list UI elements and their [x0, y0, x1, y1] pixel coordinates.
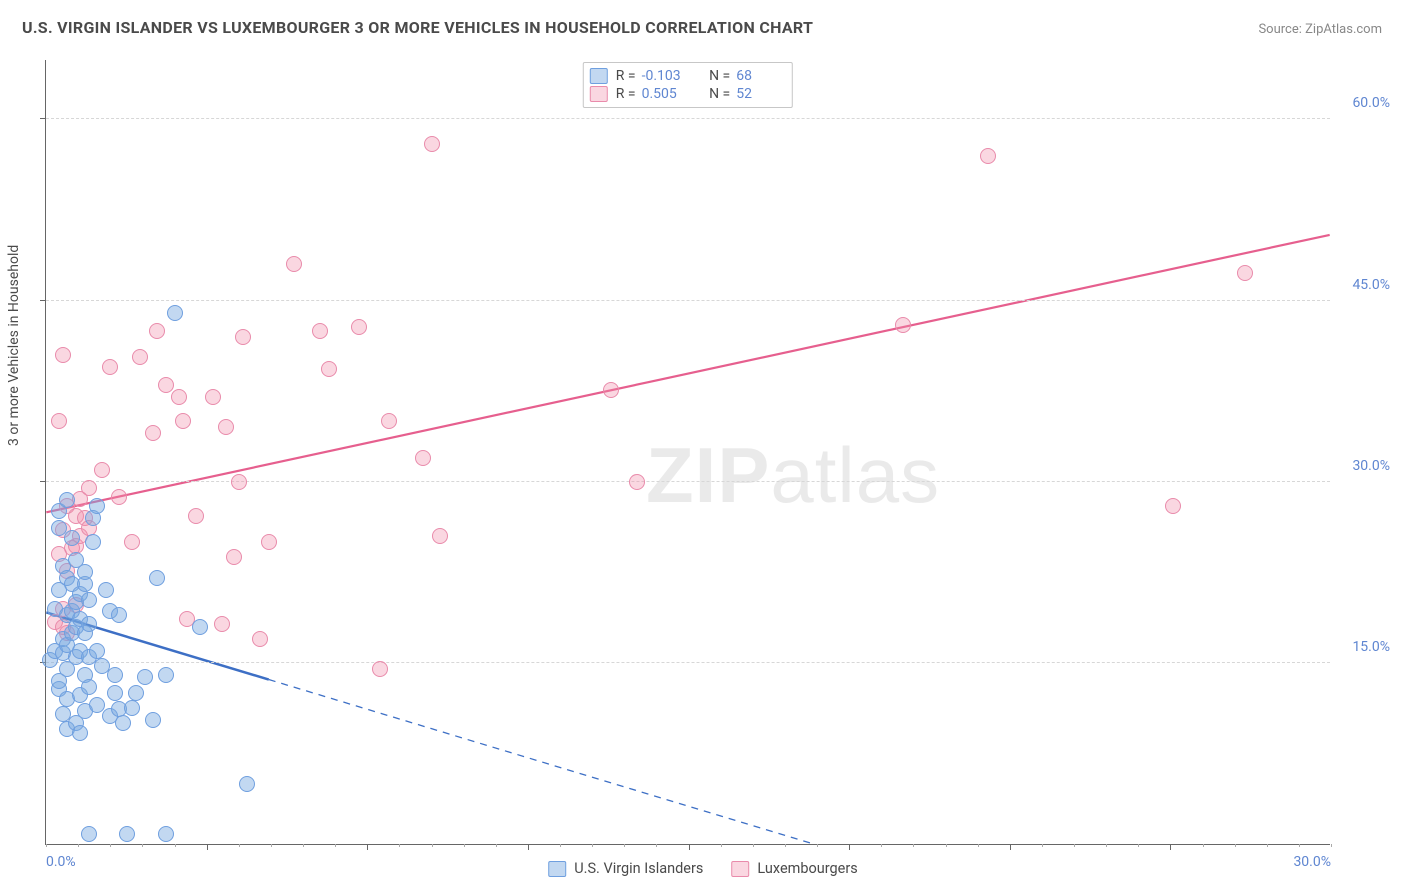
legend-swatch-icon [548, 861, 566, 877]
data-point-series1 [107, 667, 123, 683]
data-point-series2 [171, 389, 187, 405]
data-point-series1 [149, 570, 165, 586]
data-point-series2 [980, 148, 996, 164]
data-point-series2 [226, 549, 242, 565]
gridline [46, 662, 1330, 663]
data-point-series2 [381, 413, 397, 429]
y-tick-label: 30.0% [1335, 458, 1390, 474]
data-point-series1 [124, 700, 140, 716]
data-point-series1 [89, 498, 105, 514]
data-point-series1 [158, 826, 174, 842]
series-legend: U.S. Virgin Islanders Luxembourgers [548, 853, 858, 884]
source-label: Source: [1258, 22, 1301, 37]
series-legend-label: U.S. Virgin Islanders [574, 860, 703, 877]
chart-title: U.S. VIRGIN ISLANDER VS LUXEMBOURGER 3 O… [22, 18, 813, 37]
data-point-series2 [145, 425, 161, 441]
data-point-series1 [111, 607, 127, 623]
watermark: ZIPatlas [646, 430, 940, 521]
data-point-series2 [629, 474, 645, 490]
plot-area: R = -0.103 N = 68R = 0.505 N = 52 ZIPatl… [45, 60, 1330, 845]
y-axis-label: 3 or more Vehicles in Household [6, 245, 22, 446]
data-point-series2 [51, 413, 67, 429]
data-point-series1 [167, 305, 183, 321]
data-point-series2 [372, 661, 388, 677]
data-point-series2 [55, 347, 71, 363]
data-point-series1 [158, 667, 174, 683]
y-tick-label: 60.0% [1335, 95, 1390, 111]
legend-swatch-icon [731, 861, 749, 877]
data-point-series1 [59, 492, 75, 508]
data-point-series2 [231, 474, 247, 490]
stat-legend-row: R = -0.103 N = 68 [590, 67, 786, 85]
data-point-series1 [115, 715, 131, 731]
data-point-series2 [261, 534, 277, 550]
data-point-series2 [235, 329, 251, 345]
data-point-series2 [1237, 265, 1253, 281]
x-tick-label: 0.0% [46, 854, 76, 870]
stat-legend-row: R = 0.505 N = 52 [590, 85, 786, 103]
data-point-series1 [77, 564, 93, 580]
data-point-series2 [214, 616, 230, 632]
data-point-series2 [312, 323, 328, 339]
data-point-series2 [158, 377, 174, 393]
series-legend-label: Luxembourgers [757, 860, 857, 877]
data-point-series2 [252, 631, 268, 647]
gridline [46, 300, 1330, 301]
data-point-series1 [107, 685, 123, 701]
data-point-series2 [424, 136, 440, 152]
data-point-series1 [81, 592, 97, 608]
source-link[interactable]: ZipAtlas.com [1305, 22, 1382, 37]
data-point-series2 [351, 319, 367, 335]
y-tick-label: 45.0% [1335, 277, 1390, 293]
data-point-series2 [895, 317, 911, 333]
data-point-series2 [432, 528, 448, 544]
data-point-series2 [188, 508, 204, 524]
data-point-series2 [175, 413, 191, 429]
data-point-series2 [321, 361, 337, 377]
data-point-series1 [119, 826, 135, 842]
data-point-series1 [98, 582, 114, 598]
data-point-series2 [415, 450, 431, 466]
data-point-series1 [89, 643, 105, 659]
data-point-series1 [64, 530, 80, 546]
trendlines-svg [46, 60, 1330, 844]
data-point-series2 [111, 489, 127, 505]
x-tick-label: 30.0% [1293, 854, 1331, 870]
data-point-series1 [81, 679, 97, 695]
data-point-series2 [124, 534, 140, 550]
data-point-series2 [1165, 498, 1181, 514]
data-point-series1 [81, 616, 97, 632]
data-point-series2 [603, 382, 619, 398]
data-point-series2 [94, 462, 110, 478]
y-tick-label: 15.0% [1335, 639, 1390, 655]
data-point-series2 [102, 359, 118, 375]
data-point-series1 [72, 725, 88, 741]
data-point-series2 [81, 480, 97, 496]
gridline [46, 118, 1330, 119]
source-attribution: Source: ZipAtlas.com [1258, 22, 1382, 37]
data-point-series2 [218, 419, 234, 435]
data-point-series1 [192, 619, 208, 635]
legend-swatch-icon [590, 68, 608, 84]
data-point-series2 [149, 323, 165, 339]
data-point-series1 [145, 712, 161, 728]
data-point-series1 [85, 534, 101, 550]
data-point-series2 [205, 389, 221, 405]
series-legend-item: Luxembourgers [731, 860, 857, 877]
data-point-series1 [81, 826, 97, 842]
series-legend-item: U.S. Virgin Islanders [548, 860, 703, 877]
legend-swatch-icon [590, 86, 608, 102]
data-point-series1 [239, 776, 255, 792]
data-point-series1 [137, 669, 153, 685]
data-point-series2 [286, 256, 302, 272]
data-point-series2 [132, 349, 148, 365]
data-point-series1 [128, 685, 144, 701]
stat-legend: R = -0.103 N = 68R = 0.505 N = 52 [583, 62, 793, 108]
